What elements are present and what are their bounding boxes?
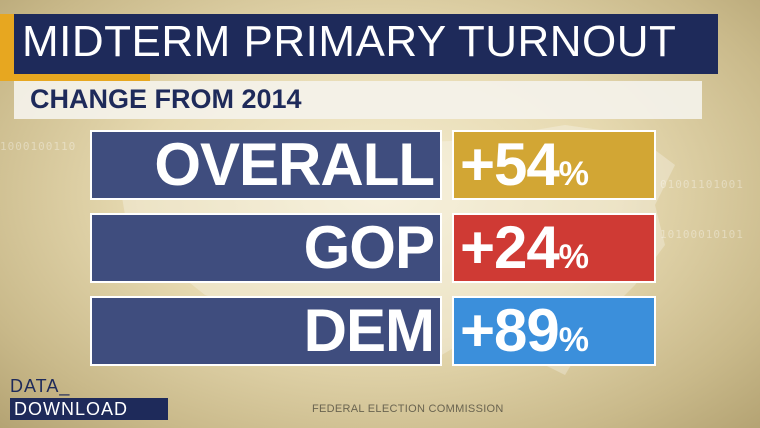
stat-value-box: +54% (452, 130, 656, 200)
stat-row-gop: GOP +24% (90, 213, 656, 283)
stat-value-unit: % (558, 155, 590, 193)
stat-value-box: +24% (452, 213, 656, 283)
source-credit: FEDERAL ELECTION COMMISSION (312, 403, 504, 415)
title-bar (0, 14, 718, 74)
stat-label: OVERALL (154, 131, 435, 198)
logo-download-box (10, 398, 168, 420)
stat-label: DEM (303, 297, 435, 364)
binary-decoration-right-2: 10100010101 (660, 228, 744, 241)
stat-value-unit: % (558, 238, 590, 276)
stat-value: +54% (460, 132, 589, 207)
logo-download-text: DOWNLOAD (14, 399, 129, 419)
subtitle-bar (14, 81, 702, 119)
stat-row-overall: OVERALL +54% (90, 130, 656, 200)
title-accent-stripe (0, 14, 14, 74)
stat-label-box: DEM (90, 296, 442, 366)
page-title: MIDTERM PRIMARY TURNOUT (22, 17, 677, 66)
binary-decoration-left: 1000100110 (0, 140, 77, 153)
stat-label: GOP (303, 214, 435, 281)
stat-value-number: +54 (460, 131, 560, 198)
stat-value-unit: % (558, 321, 590, 359)
stat-label-box: OVERALL (90, 130, 442, 200)
stat-value: +89% (460, 298, 589, 373)
stat-value-number: +24 (460, 214, 560, 281)
title-accent-underline (0, 74, 150, 81)
binary-decoration-right-1: 01001101001 (660, 178, 744, 191)
stat-value: +24% (460, 215, 589, 290)
stat-label-box: GOP (90, 213, 442, 283)
page-subtitle: CHANGE FROM 2014 (30, 84, 302, 114)
stat-value-box: +89% (452, 296, 656, 366)
stat-row-dem: DEM +89% (90, 296, 656, 366)
logo-data-text: DATA_ (10, 376, 71, 396)
stat-value-number: +89 (460, 297, 560, 364)
